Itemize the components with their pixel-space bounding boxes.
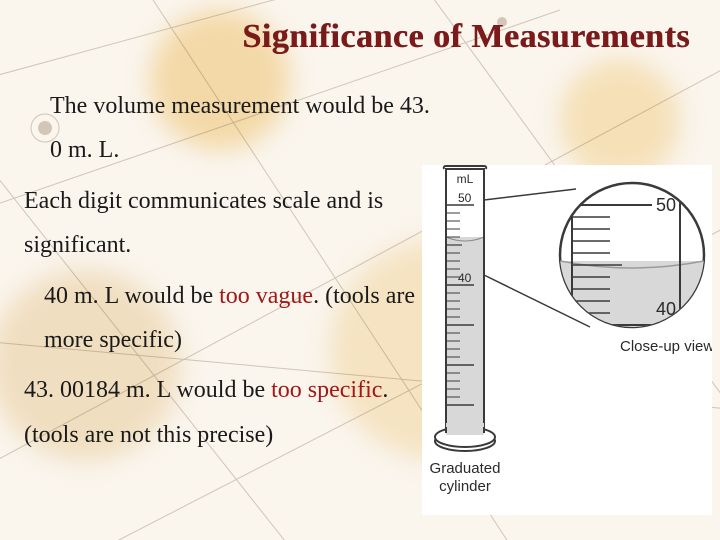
p4-text-a: 43. 00184 m. L would be	[24, 377, 271, 403]
cylinder-ml-label: mL	[457, 172, 474, 186]
cylinder-body: mL 50 40	[435, 166, 495, 451]
closeup-circle: 50 40	[560, 175, 704, 341]
cylinder-label-1: Graduated	[430, 460, 501, 477]
slide-title: Significance of Measurements	[24, 18, 696, 56]
p4-red: too specific	[271, 377, 382, 403]
cylinder-tick-50: 50	[458, 191, 472, 205]
body-text: The volume measurement would be 43. 0 m.…	[24, 84, 434, 457]
paragraph-3: 40 m. L would be too vague. (tools are m…	[24, 274, 434, 363]
p3-text-a: 40 m. L would be	[44, 283, 219, 309]
cylinder-tick-40: 40	[458, 271, 472, 285]
graduated-cylinder-diagram: mL 50 40	[422, 165, 712, 515]
closeup-tick-40: 40	[656, 299, 676, 319]
p3-red: too vague	[219, 283, 313, 309]
closeup-label: Close-up view	[620, 338, 712, 355]
paragraph-2: Each digit communicates scale and is sig…	[24, 179, 434, 268]
cylinder-label-2: cylinder	[439, 478, 491, 495]
paragraph-4: 43. 00184 m. L would be too specific. (t…	[24, 368, 434, 457]
closeup-tick-50: 50	[656, 195, 676, 215]
paragraph-1: The volume measurement would be 43. 0 m.…	[24, 84, 434, 173]
